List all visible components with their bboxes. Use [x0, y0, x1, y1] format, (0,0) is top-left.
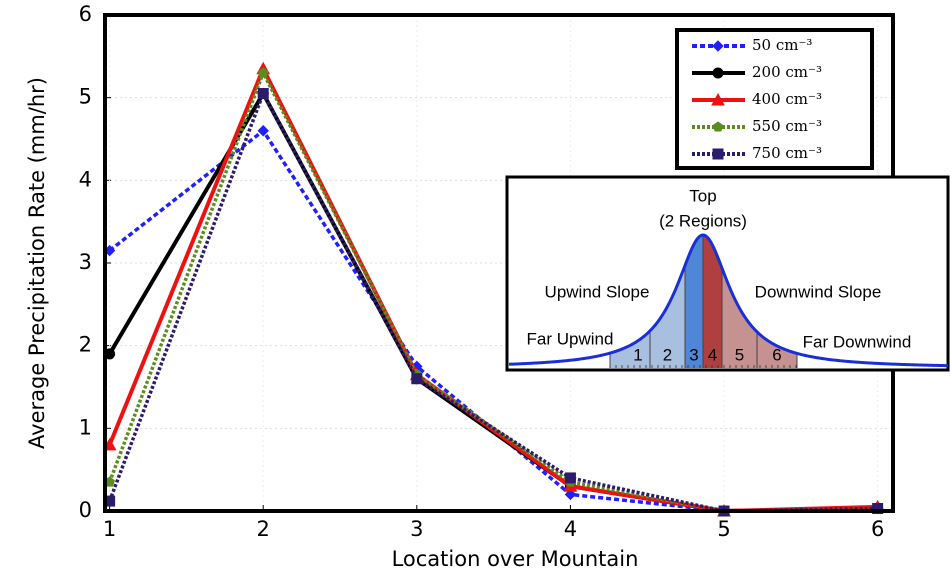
inset-label: Top — [689, 186, 716, 205]
y-tick-label: 0 — [79, 498, 92, 522]
data-point — [257, 67, 269, 78]
y-tick-label: 3 — [79, 250, 92, 274]
y-tick-label: 6 — [79, 2, 92, 26]
legend-marker — [712, 148, 724, 160]
legend-label: 200 cm⁻³ — [752, 63, 822, 81]
inset-label: Downwind Slope — [755, 282, 882, 301]
inset-label: (2 Regions) — [659, 211, 747, 230]
x-axis-label: Location over Mountain — [392, 547, 639, 571]
y-tick-label: 1 — [79, 415, 92, 439]
inset-label: 1 — [633, 345, 642, 364]
legend-marker — [712, 121, 724, 132]
y-axis-label: Average Precipitation Rate (mm/hr) — [25, 77, 49, 449]
x-tick-label: 5 — [717, 517, 730, 541]
legend-marker — [712, 67, 724, 79]
inset-label: 4 — [708, 345, 717, 364]
legend-label: 550 cm⁻³ — [752, 117, 822, 135]
inset-label: Far Downwind — [803, 332, 912, 351]
inset-region — [703, 235, 722, 368]
data-point — [257, 125, 269, 137]
data-point — [564, 488, 577, 501]
inset-label: Far Upwind — [527, 329, 614, 348]
x-tick-label: 1 — [103, 517, 116, 541]
inset-label: 3 — [689, 345, 698, 364]
data-point — [411, 373, 423, 385]
legend-marker — [712, 40, 724, 52]
inset-label: 5 — [735, 345, 744, 364]
inset-label: 6 — [772, 345, 781, 364]
x-tick-label: 4 — [564, 517, 577, 541]
legend-label: 400 cm⁻³ — [752, 90, 822, 108]
y-tick-label: 4 — [79, 167, 92, 191]
legend-label: 750 cm⁻³ — [752, 144, 822, 162]
inset-label: 2 — [663, 345, 672, 364]
inset-curve — [508, 233, 949, 368]
legend-label: 50 cm⁻³ — [752, 36, 812, 54]
x-tick-label: 3 — [410, 517, 423, 541]
inset-label: Upwind Slope — [545, 282, 650, 301]
x-tick-label: 2 — [257, 517, 270, 541]
data-point — [564, 472, 576, 484]
data-point — [872, 503, 884, 515]
x-tick-label: 6 — [871, 517, 884, 541]
y-tick-label: 5 — [79, 85, 92, 109]
data-point — [257, 88, 269, 100]
y-tick-label: 2 — [79, 333, 92, 357]
inset-region — [685, 235, 703, 368]
legend-marker — [711, 92, 725, 106]
